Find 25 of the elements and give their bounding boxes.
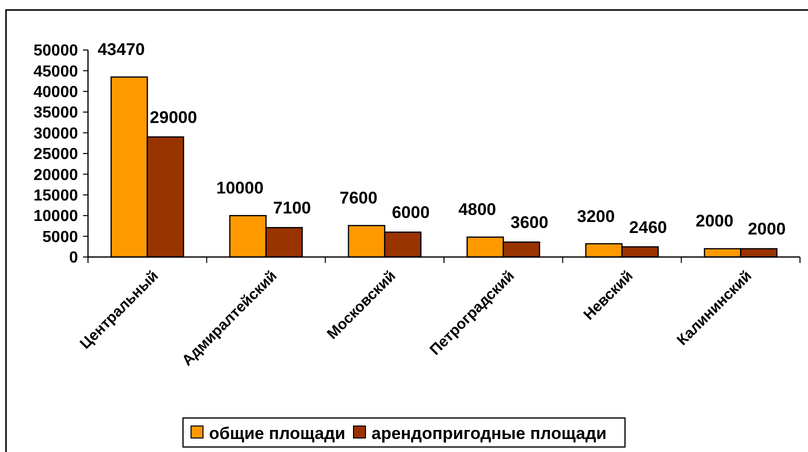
legend-label: общие площади <box>209 424 346 443</box>
y-tick-label: 40000 <box>34 84 78 101</box>
y-tick-label: 5000 <box>42 228 78 246</box>
data-label: 3200 <box>576 206 615 226</box>
legend-label: арендопригодные площади <box>372 424 607 443</box>
y-tick-label: 15000 <box>34 188 78 204</box>
y-tick-label: 25000 <box>34 146 78 164</box>
y-tick-label: 45000 <box>34 63 78 80</box>
data-label: 3600 <box>510 213 548 232</box>
data-label: 43470 <box>98 40 145 60</box>
data-label: 4800 <box>458 200 496 220</box>
data-label: 29000 <box>150 108 198 127</box>
data-label: 10000 <box>216 178 264 198</box>
data-label: 7600 <box>340 188 378 208</box>
data-label: 2460 <box>629 218 668 237</box>
y-tick-label: 20000 <box>34 166 78 184</box>
y-tick-label: 0 <box>69 250 78 267</box>
data-label: 2000 <box>696 212 734 231</box>
data-label: 6000 <box>392 203 430 222</box>
y-tick-label: 35000 <box>34 104 78 122</box>
data-label: 7100 <box>273 198 312 218</box>
y-tick-label: 50000 <box>34 42 78 60</box>
y-tick-label: 10000 <box>34 208 78 226</box>
y-tick-label: 30000 <box>34 125 78 142</box>
data-label: 2000 <box>748 220 786 239</box>
